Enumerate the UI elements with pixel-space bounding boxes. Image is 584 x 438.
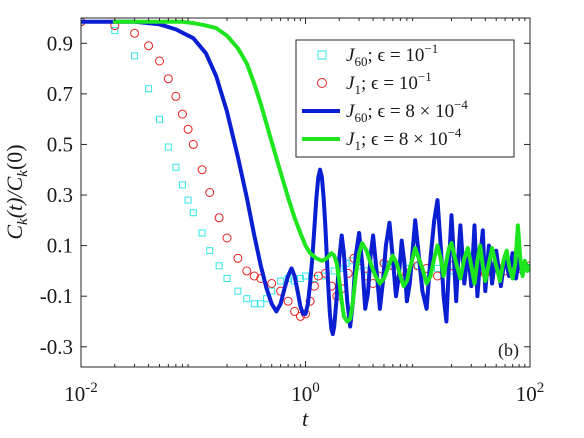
data-point	[171, 91, 181, 101]
data-point	[163, 74, 173, 84]
data-point	[277, 277, 285, 285]
data-point	[233, 253, 243, 263]
legend-label: J1; ϵ = 10−1	[346, 69, 432, 97]
x-tick-label: 102	[516, 380, 545, 406]
data-point	[145, 85, 153, 93]
series-line	[81, 19, 530, 337]
series-line	[112, 19, 530, 324]
data-point	[267, 279, 277, 288]
y-tick-label: 0.9	[47, 31, 73, 55]
data-point	[188, 139, 198, 149]
data-point	[242, 266, 252, 276]
data-point	[234, 287, 242, 295]
data-point	[111, 27, 119, 35]
x-tick-label: 10-2	[64, 380, 98, 406]
data-point	[206, 247, 214, 255]
legend-label: J1; ϵ = 8 × 10−4	[346, 125, 462, 153]
data-point	[183, 124, 193, 134]
data-point	[144, 41, 154, 51]
legend-label: J60; ϵ = 8 × 10−4	[346, 97, 468, 125]
data-point	[177, 109, 187, 119]
data-point	[164, 143, 172, 151]
data-point	[156, 115, 163, 123]
y-tick-label: -0.1	[40, 284, 73, 308]
data-point	[249, 271, 259, 281]
y-axis-label: Ck(t)/Ck(0)	[2, 144, 31, 239]
data-point	[198, 229, 206, 237]
data-point	[302, 272, 309, 280]
data-point	[184, 196, 192, 204]
data-point	[257, 300, 265, 308]
data-point	[290, 306, 300, 316]
legend-swatch	[317, 50, 327, 60]
data-point	[155, 56, 164, 66]
y-tick-label: 0.5	[47, 132, 73, 156]
data-point	[283, 296, 293, 306]
legend-entry: J1; ϵ = 8 × 10−4	[302, 125, 462, 153]
panel-label: (b)	[498, 340, 519, 361]
data-point	[243, 295, 251, 303]
data-point	[189, 209, 197, 217]
data-point	[223, 275, 231, 282]
y-tick-label: 0.7	[47, 82, 73, 106]
series-4	[112, 19, 530, 324]
x-tick-label: 100	[291, 380, 320, 406]
legend-entry: J60; ϵ = 10−1	[317, 41, 438, 69]
y-tick-label: 0.3	[47, 183, 73, 207]
y-tick-label: 0.1	[47, 234, 73, 258]
x-axis-label: t	[302, 406, 309, 431]
data-point	[131, 52, 139, 60]
legend-swatch	[317, 78, 327, 88]
data-point	[130, 28, 140, 38]
data-point	[197, 165, 207, 175]
series-3	[81, 19, 530, 337]
data-point	[172, 163, 180, 171]
series-layer	[81, 18, 530, 337]
legend-label: J60; ϵ = 10−1	[346, 41, 438, 69]
data-point	[215, 262, 223, 270]
y-tick-label: -0.3	[40, 335, 73, 359]
legend-entry: J60; ϵ = 8 × 10−4	[302, 97, 468, 125]
data-point	[222, 233, 232, 243]
data-point	[178, 181, 186, 189]
data-point	[205, 188, 215, 197]
data-point	[214, 213, 224, 223]
series-1	[81, 18, 530, 308]
ticks-layer: 0.9 0.7 0.5 0.3 0.1 -0.1 -0.3 10-2 100 102	[40, 18, 545, 406]
legend-entry: J1; ϵ = 10−1	[317, 69, 432, 97]
